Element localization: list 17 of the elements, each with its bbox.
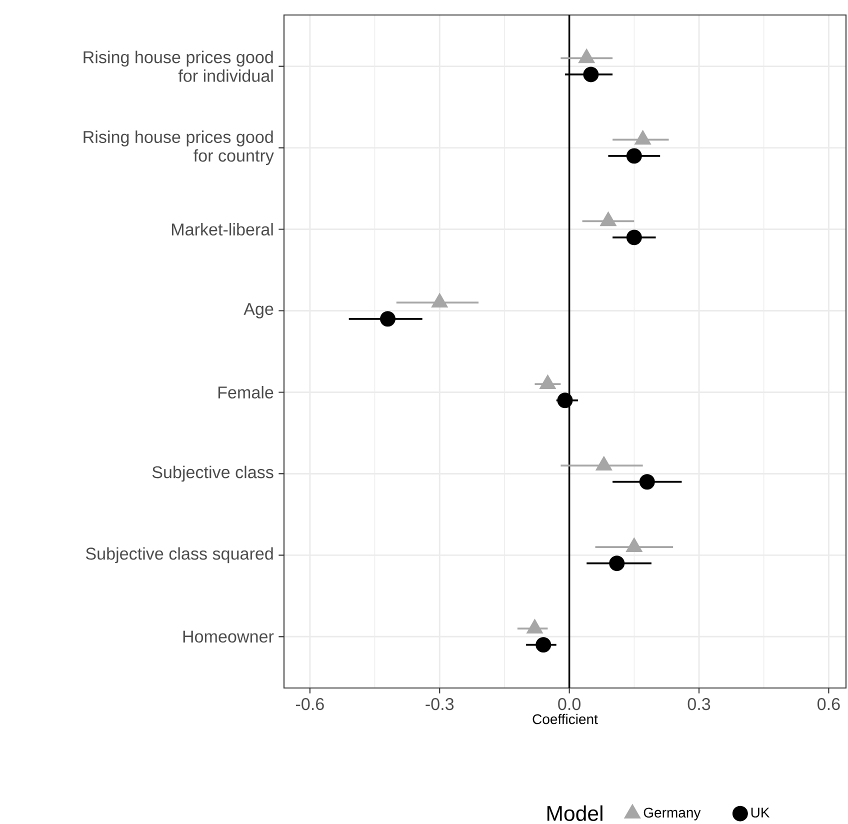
y-tick-label: Rising house prices good for individual bbox=[84, 50, 273, 82]
x-tick-label: -0.6 bbox=[296, 698, 324, 710]
x-axis-title: Coefficient bbox=[532, 714, 598, 724]
y-tick-label: Market-liberal bbox=[172, 223, 273, 236]
legend-label: UK bbox=[751, 808, 770, 818]
y-tick-label: Subjective class bbox=[152, 466, 274, 482]
y-tick-label: Female bbox=[218, 386, 274, 398]
y-tick-label: Age bbox=[244, 303, 274, 318]
legend-label: Germany bbox=[644, 808, 701, 820]
legend-title: Model bbox=[547, 805, 602, 822]
x-tick-label: 0.6 bbox=[818, 698, 840, 710]
y-tick-label: Subjective class squared bbox=[86, 547, 273, 564]
x-tick-label: -0.3 bbox=[426, 698, 454, 710]
x-tick-label: 0.3 bbox=[688, 698, 710, 710]
y-tick-label: Rising house prices good for country bbox=[84, 130, 274, 166]
x-tick-label: 0.0 bbox=[558, 698, 581, 710]
y-tick-label: Homeowner bbox=[183, 630, 274, 643]
